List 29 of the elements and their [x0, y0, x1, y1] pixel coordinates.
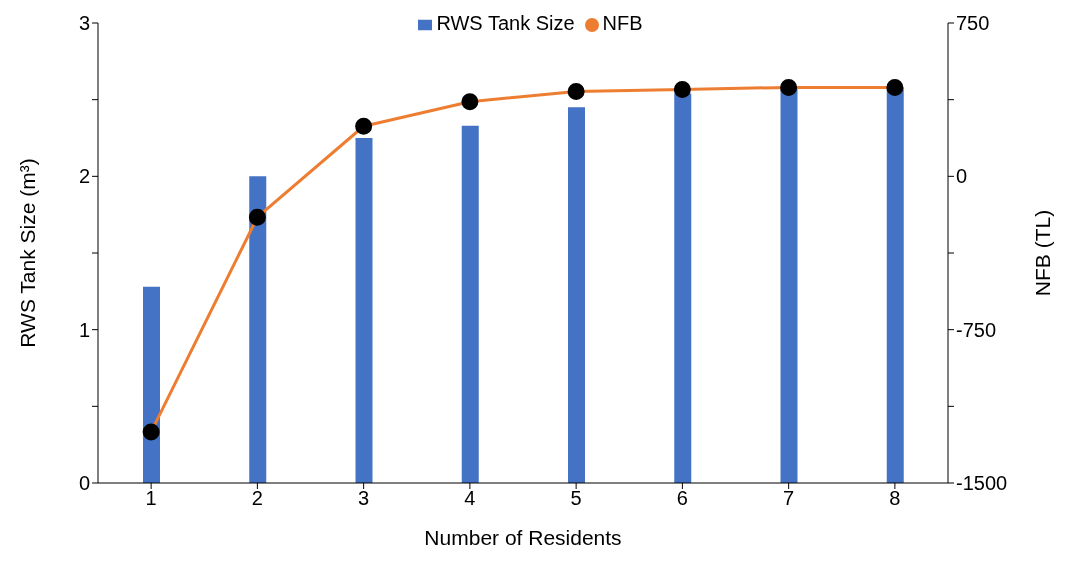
bar: [143, 286, 160, 483]
x-tick-label: 2: [251, 487, 263, 510]
y-tick-label: 0: [78, 472, 90, 495]
bar: [780, 88, 798, 483]
x-tick-label: 1: [145, 487, 157, 510]
bar: [249, 176, 267, 483]
bar: [568, 107, 585, 483]
y-tick-label: 3: [78, 12, 90, 35]
legend-label: RWS Tank Size: [436, 12, 575, 34]
bar: [886, 87, 904, 483]
bar: [674, 93, 692, 483]
bar: [461, 125, 479, 483]
x-tick-label: 7: [783, 487, 795, 510]
y-tick-label: 1: [78, 318, 90, 341]
y-axis-title: RWS Tank Size (m³): [16, 158, 40, 348]
y-tick-label: 2: [78, 165, 90, 188]
x-tick-label: 3: [358, 487, 370, 510]
y2-tick-label: 0: [956, 165, 968, 188]
y2-axis-title: NFB (TL): [1031, 209, 1055, 297]
x-tick-label: 6: [676, 487, 688, 510]
y2-tick-label: -750: [956, 318, 997, 341]
x-tick-label: 4: [464, 487, 476, 510]
x-axis-title: Number of Residents: [424, 526, 622, 549]
y2-tick-label: 750: [956, 12, 990, 35]
y2-tick-label: -1500: [956, 472, 1008, 495]
x-tick-label: 8: [889, 487, 901, 510]
x-tick-label: 5: [570, 487, 582, 510]
legend-label: NFB: [602, 12, 643, 34]
bar: [355, 138, 373, 483]
